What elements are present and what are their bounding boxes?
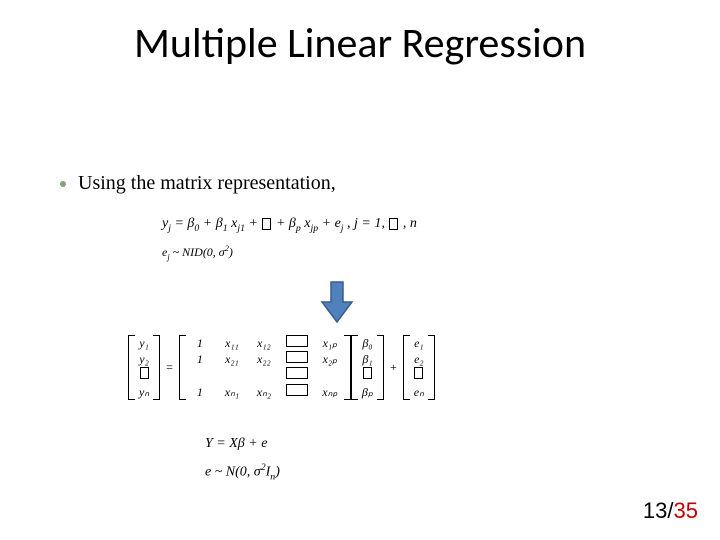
- y2: y₂: [139, 351, 149, 367]
- bullet-dot-icon: [60, 181, 66, 187]
- equation-nid: ej ~ NID(0, σ2): [162, 244, 233, 261]
- equation-scalar: yj = β0 + β1 xj1 + + βp xjp + ej , j = 1…: [162, 216, 417, 234]
- placeholder-vdots-3: [414, 367, 423, 379]
- eq-equals: =: [174, 216, 187, 231]
- vector-e: e₁ e₂ eₙ: [403, 335, 435, 400]
- slide-title: Multiple Linear Regression: [0, 18, 720, 69]
- x-r1c2: x₁₁: [222, 335, 242, 351]
- x-r1c3: x₁₂: [254, 335, 274, 351]
- placeholder-glyph: [262, 218, 271, 230]
- placeholder-glyph-2: [389, 218, 398, 230]
- page-total: 35: [674, 498, 698, 523]
- arrow-path: [322, 282, 352, 322]
- eq-b0-sub: 0: [194, 223, 199, 234]
- op-plus: +: [384, 360, 403, 375]
- yn: yₙ: [139, 384, 149, 400]
- eq-tail1: , j = 1,: [347, 216, 388, 231]
- nid-dist: ~ NID(0, σ: [173, 245, 225, 259]
- eq-plus: +: [203, 216, 216, 231]
- page-number: 13/35: [643, 498, 698, 524]
- e2: e₂: [414, 351, 424, 367]
- x-r2c5: x₂ₚ: [320, 351, 340, 367]
- page-current: 13: [643, 498, 667, 523]
- x-r1c5: x₁ₚ: [320, 335, 340, 351]
- placeholder-hdots: [286, 335, 308, 347]
- matrix-x: 1 x₁₁ x₁₂ x₁ₚ 1 x₂₁ x₂₂ x₂ₚ: [179, 335, 351, 400]
- x-r4c2: xₙ₁: [222, 384, 242, 400]
- x-r4c3: xₙ₂: [254, 384, 274, 400]
- betap: βₚ: [362, 384, 373, 400]
- eq-y-sub: j: [168, 223, 171, 234]
- nid-close: ): [229, 245, 233, 259]
- eq-xp-sub: jp: [311, 223, 319, 234]
- edist-pre: e ~ N(0, σ: [205, 465, 261, 480]
- placeholder-vdots: [140, 367, 149, 379]
- e1: e₁: [414, 335, 424, 351]
- vector-y: y₁ y₂ yₙ: [128, 335, 160, 400]
- eq-b1-sub: 1: [223, 223, 228, 234]
- eq-b1: β: [216, 216, 223, 231]
- down-arrow-icon: [320, 280, 354, 329]
- x-r4c1: 1: [190, 384, 210, 400]
- eq-tail2: , n: [399, 216, 417, 231]
- x-r4c5: xₙₚ: [320, 384, 340, 400]
- placeholder-ddots: [286, 367, 308, 379]
- slide: Multiple Linear Regression Using the mat…: [0, 0, 720, 540]
- placeholder-hdots-3: [286, 384, 308, 396]
- x-r2c3: x₂₂: [254, 351, 274, 367]
- en: eₙ: [414, 384, 424, 400]
- bullet-text: Using the matrix representation,: [78, 172, 336, 195]
- equation-error-dist: e ~ N(0, σ2In): [205, 462, 280, 482]
- eq-plus4: +: [322, 216, 335, 231]
- eq-bp: β: [289, 216, 296, 231]
- placeholder-hdots-2: [286, 351, 308, 363]
- edist-post: ): [275, 465, 280, 480]
- nid-e-sub: j: [167, 252, 169, 261]
- eq-e-sub: j: [341, 223, 344, 234]
- eq-bp-sub: p: [296, 223, 301, 234]
- y1: y₁: [139, 335, 149, 351]
- bullet-item: Using the matrix representation,: [60, 172, 336, 195]
- x-r2c2: x₂₁: [222, 351, 242, 367]
- eq-plus3: +: [276, 216, 289, 231]
- x-r1c1: 1: [190, 335, 210, 351]
- eq-x1-sub: j1: [237, 223, 245, 234]
- op-equals: =: [160, 360, 179, 375]
- equation-matrix: y₁ y₂ yₙ = 1 x₁₁ x₁₂ x₁ₚ 1 x: [128, 335, 435, 400]
- equation-compact: Y = Xβ + e: [205, 436, 267, 452]
- beta1: β₁: [362, 351, 372, 367]
- placeholder-vdots-2: [363, 367, 372, 379]
- x-r2c1: 1: [190, 351, 210, 367]
- beta0: β₀: [362, 335, 372, 351]
- vector-beta: β₀ β₁ βₚ: [351, 335, 384, 400]
- eq-plus2: +: [248, 216, 261, 231]
